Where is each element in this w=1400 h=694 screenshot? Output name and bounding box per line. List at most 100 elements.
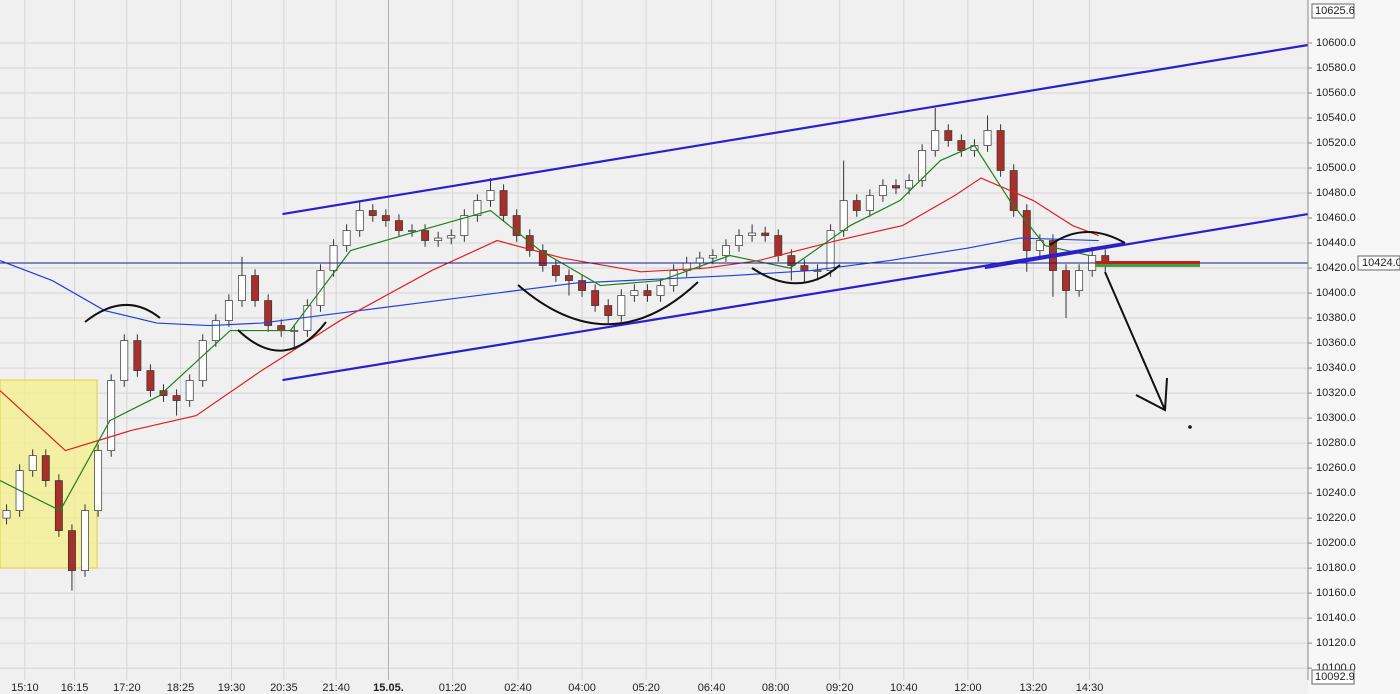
candle-body <box>813 270 822 272</box>
candle-body <box>892 185 900 189</box>
candle-body <box>905 180 914 189</box>
annotations <box>84 231 1168 412</box>
x-tick-label: 19:30 <box>218 682 246 694</box>
candle-body <box>774 235 783 256</box>
moving-average <box>0 237 1099 327</box>
candle-body <box>944 130 953 141</box>
y-tick-label: 10200.0 <box>1316 537 1356 549</box>
candle-body <box>878 185 887 196</box>
x-tick-label: 17:20 <box>113 682 141 694</box>
candle-body <box>656 285 665 296</box>
candle-body <box>368 210 377 216</box>
candle-body <box>865 195 874 211</box>
price-tag-label: 10424.04 <box>1362 257 1400 269</box>
y-tick-label: 10440.0 <box>1316 237 1356 249</box>
arc-annotation <box>751 264 841 285</box>
candle-body <box>708 255 717 259</box>
x-tick-label: 15.05. <box>373 682 404 694</box>
candle-body <box>735 235 743 246</box>
plot-area <box>0 0 1308 680</box>
y-tick-label: 10600.0 <box>1316 37 1356 49</box>
y-tick-label: 10560.0 <box>1316 87 1356 99</box>
candle-body <box>761 232 770 236</box>
arc-annotation <box>1049 231 1126 246</box>
candle-body <box>133 340 142 371</box>
candle-body <box>826 230 835 271</box>
candle-body <box>94 450 103 511</box>
candle-body <box>1062 270 1070 291</box>
y-tick-label: 10480.0 <box>1316 187 1356 199</box>
y-tick-label: 10380.0 <box>1316 312 1356 324</box>
candle-body <box>918 150 927 181</box>
candle-body <box>355 210 364 231</box>
candle-body <box>2 510 11 519</box>
candle-body <box>447 235 456 239</box>
candle-body <box>604 305 613 316</box>
candle-body <box>394 220 403 231</box>
candle-body <box>800 265 809 271</box>
candle-body <box>54 480 63 531</box>
x-tick-label: 04:00 <box>568 682 596 694</box>
candle-body <box>185 380 194 401</box>
price-tag <box>1357 255 1400 271</box>
trendline <box>282 241 1126 382</box>
y-tick-label: 10240.0 <box>1316 487 1356 499</box>
x-tick-label: 12:00 <box>954 682 982 694</box>
x-tick-label: 16:15 <box>61 682 89 694</box>
candle-body <box>1075 270 1084 291</box>
candle-body <box>81 510 89 571</box>
candle-body <box>277 325 286 331</box>
candle-body <box>421 230 430 241</box>
moving-average <box>0 177 1099 452</box>
level-marker <box>1095 264 1200 267</box>
candle-body <box>473 200 482 216</box>
y-axis-area <box>1308 0 1400 694</box>
x-tick-label: 14:30 <box>1076 682 1104 694</box>
candle-body <box>251 275 260 301</box>
x-tick-label: 21:40 <box>322 682 350 694</box>
candle-body <box>198 340 207 381</box>
candle-body <box>146 370 155 391</box>
candle-body <box>721 245 730 256</box>
y-tick-label: 10340.0 <box>1316 362 1356 374</box>
y-tick-label: 10220.0 <box>1316 512 1356 524</box>
candle-body <box>329 245 338 271</box>
arc-annotation <box>237 321 327 352</box>
y-tick-label: 10540.0 <box>1316 112 1356 124</box>
y-tick-label: 10120.0 <box>1316 637 1356 649</box>
candle-body <box>1022 210 1031 251</box>
candle-body <box>748 232 757 236</box>
candle-body <box>316 270 325 306</box>
candle-body <box>996 130 1005 171</box>
candle-body <box>264 300 273 326</box>
x-tick-label: 20:35 <box>270 682 298 694</box>
arc-annotation <box>517 281 699 326</box>
x-tick-label: 05:20 <box>632 682 660 694</box>
candle-body <box>852 200 861 211</box>
y-tick-label: 10300.0 <box>1316 412 1356 424</box>
candle-body <box>499 190 508 216</box>
candle-body <box>224 300 233 321</box>
limit-label: 10625.6 <box>1315 5 1355 17</box>
y-tick-label: 10580.0 <box>1316 62 1356 74</box>
candle-body <box>486 190 495 201</box>
y-tick-label: 10280.0 <box>1316 437 1356 449</box>
candle-body <box>931 130 940 151</box>
candle-body <box>957 140 966 151</box>
dot <box>1188 425 1192 429</box>
y-tick-label: 10500.0 <box>1316 162 1356 174</box>
y-tick-label: 10360.0 <box>1316 337 1356 349</box>
candle-body <box>211 320 220 341</box>
candle-body <box>28 455 37 471</box>
candle-body <box>1035 240 1044 251</box>
candle-body <box>787 255 796 266</box>
candle-body <box>512 215 521 236</box>
arrow-annotation <box>1104 271 1168 412</box>
candle-body <box>983 130 992 146</box>
candle-body <box>434 237 443 241</box>
candle-body <box>460 215 469 236</box>
limit-label: 10092.9 <box>1315 671 1355 683</box>
candle-body <box>381 215 390 221</box>
